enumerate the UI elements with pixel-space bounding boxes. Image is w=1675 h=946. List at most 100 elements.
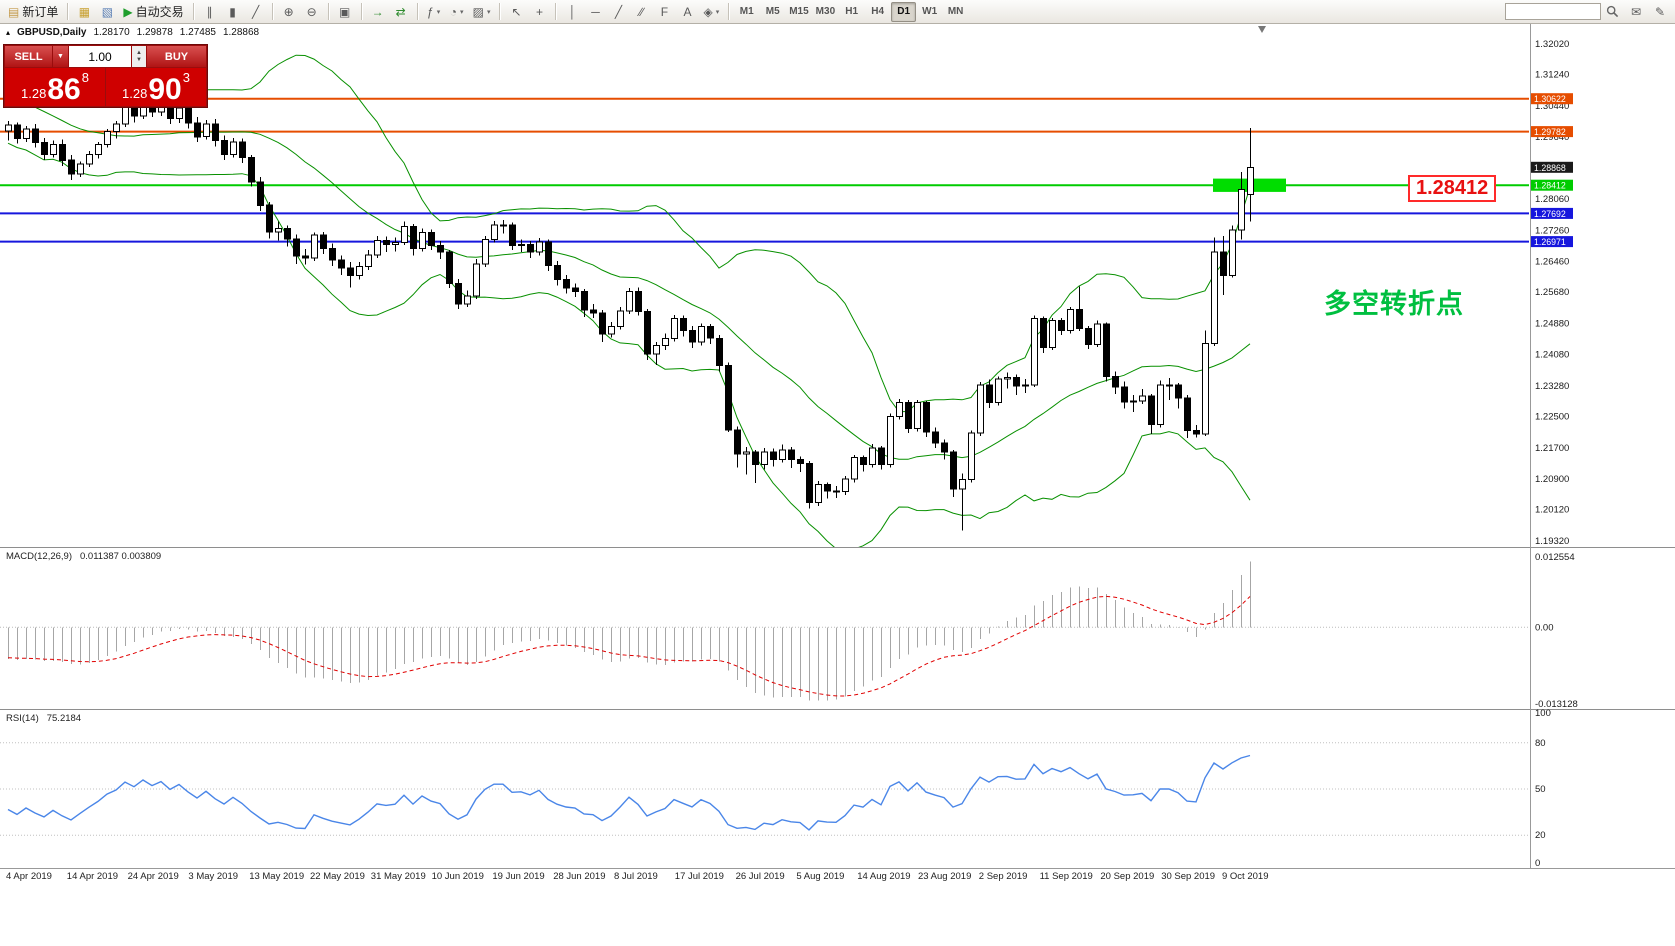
bull-candle xyxy=(50,144,57,155)
bull-candle xyxy=(959,479,966,490)
channel-icon: ∕∕ xyxy=(639,4,644,19)
bull-candle xyxy=(176,107,183,119)
profiles-button[interactable]: ▧ xyxy=(96,2,118,22)
bull-candle xyxy=(662,337,669,346)
date-label: 14 Apr 2019 xyxy=(67,871,118,882)
text-button[interactable]: A xyxy=(676,2,698,22)
candlestick-chart-button[interactable]: ▮ xyxy=(222,2,244,22)
volume-input[interactable]: 1.00 xyxy=(69,46,131,67)
search-box xyxy=(1505,3,1621,21)
timeframe-m5[interactable]: M5 xyxy=(765,6,780,17)
volume-spinner[interactable]: ▲ ▼ xyxy=(132,46,146,67)
sell-button[interactable]: SELL xyxy=(5,46,52,67)
indicators-icon: ƒ xyxy=(427,4,434,19)
zoom-out-button[interactable]: ⊖ xyxy=(301,2,323,22)
timeframe-m30[interactable]: M30 xyxy=(815,6,836,17)
bull-candle xyxy=(1031,318,1038,386)
new-order-button[interactable]: ▤ 新订单 xyxy=(4,2,62,22)
charts-window-button[interactable]: ▦ xyxy=(73,2,95,22)
axis-price-badge xyxy=(1531,236,1573,248)
axis-price-badge-text: 1.29782 xyxy=(1534,127,1566,137)
axis-price-badge xyxy=(1531,126,1573,138)
timeframe-h1[interactable]: H1 xyxy=(845,6,859,17)
vertical-line-button[interactable]: │ xyxy=(561,2,583,22)
search-input[interactable] xyxy=(1505,3,1601,20)
sell-price-display[interactable]: 1.28 86 8 xyxy=(5,68,105,106)
channel-button[interactable]: ∕∕ xyxy=(630,2,652,22)
timeframe-h4[interactable]: H4 xyxy=(871,6,885,17)
bull-candle xyxy=(851,457,858,480)
cursor-button[interactable]: ↖ xyxy=(505,2,527,22)
price-callout[interactable]: 1.28412 xyxy=(1408,175,1497,202)
chart-shift-button[interactable]: ⇄ xyxy=(390,2,412,22)
bull-candle xyxy=(1094,323,1101,346)
arrows-button[interactable]: ◈ ▾ xyxy=(699,2,723,22)
axis-price-badge xyxy=(1531,93,1573,105)
search-icon[interactable] xyxy=(1603,3,1621,21)
bear-candle xyxy=(545,241,552,266)
bear-candle xyxy=(248,157,255,183)
timeframe-w1[interactable]: W1 xyxy=(922,6,938,17)
turning-point-note[interactable]: 多空转折点 xyxy=(1324,289,1464,319)
bear-candle xyxy=(932,431,939,444)
chat-button[interactable]: ✉ xyxy=(1625,2,1647,22)
fibonacci-button[interactable]: F xyxy=(653,2,675,22)
spinner-up-icon[interactable]: ▲ xyxy=(136,49,142,56)
bull-candle xyxy=(122,106,129,125)
edit-button[interactable]: ✎ xyxy=(1649,2,1671,22)
buy-price-sup: 3 xyxy=(182,70,190,85)
bear-candle xyxy=(527,243,534,253)
bear-candle xyxy=(68,159,75,175)
bear-candle xyxy=(734,429,741,455)
zoom-in-button[interactable]: ⊕ xyxy=(278,2,300,22)
bear-candle xyxy=(1175,384,1182,399)
volume-dropdown[interactable]: ▼ xyxy=(53,46,68,67)
bull-candle xyxy=(887,416,894,465)
trendline-button[interactable]: ╱ xyxy=(607,2,629,22)
bull-candle xyxy=(104,131,111,146)
buy-price-big: 90 xyxy=(148,73,182,107)
price-tick: 1.25680 xyxy=(1535,287,1569,298)
date-label: 30 Sep 2019 xyxy=(1161,871,1215,882)
chevron-down-icon: ▾ xyxy=(715,8,720,16)
timeframe-m1[interactable]: M1 xyxy=(739,6,754,17)
bear-candle xyxy=(266,204,273,233)
bear-candle xyxy=(293,238,300,257)
indicators-button[interactable]: ƒ ▾ xyxy=(423,2,445,22)
timeframe-mn[interactable]: MN xyxy=(947,6,964,17)
timeframe-d1[interactable]: D1 xyxy=(891,1,917,22)
bear-candle xyxy=(320,234,327,249)
bar-chart-button[interactable]: ∥ xyxy=(199,2,221,22)
bear-candle xyxy=(59,144,66,161)
buy-button[interactable]: BUY xyxy=(147,46,206,67)
buy-price-display[interactable]: 1.28 90 3 xyxy=(106,68,206,106)
macd-values: 0.011387 0.003809 xyxy=(80,551,162,562)
auto-scroll-button[interactable]: → xyxy=(367,2,389,22)
price-tick: 1.20900 xyxy=(1535,474,1569,485)
open-value: 1.28170 xyxy=(93,27,130,38)
horizontal-line-icon: ─ xyxy=(591,4,600,19)
chat-icon: ✉ xyxy=(1630,4,1642,19)
bear-candle xyxy=(905,402,912,430)
timeframe-m15[interactable]: M15 xyxy=(789,6,809,17)
zoom-in-icon: ⊕ xyxy=(283,4,294,19)
date-label: 24 Apr 2019 xyxy=(128,871,179,882)
chart-shift-marker[interactable] xyxy=(1258,26,1266,33)
toolbar-separator xyxy=(360,3,362,20)
bear-candle xyxy=(554,265,561,281)
spinner-down-icon[interactable]: ▼ xyxy=(136,56,142,63)
bear-candle xyxy=(1121,386,1128,403)
horizontal-line-button[interactable]: ─ xyxy=(584,2,606,22)
chart-title: ▴ GBPUSD,Daily 1.28170 1.29878 1.27485 1… xyxy=(6,27,259,38)
trendline-icon: ╱ xyxy=(614,4,623,19)
new-order-button-label: 新订单 xyxy=(22,5,59,19)
bear-candle xyxy=(32,128,39,144)
crosshair-button[interactable]: + xyxy=(528,2,550,22)
templates-button[interactable]: ▨ ▾ xyxy=(469,2,495,22)
bear-candle xyxy=(410,225,417,249)
auto-trading-button[interactable]: ▶ 自动交易 xyxy=(119,2,187,22)
line-chart-button[interactable]: ╱ xyxy=(245,2,267,22)
periods-button[interactable]: ◔ ▾ xyxy=(446,2,468,22)
tile-windows-button[interactable]: ▣ xyxy=(334,2,356,22)
